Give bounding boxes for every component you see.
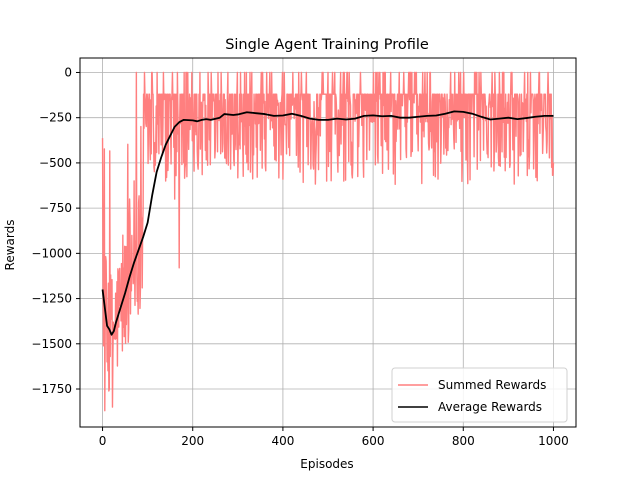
summed-rewards-line: [101, 71, 555, 412]
average-rewards-line: [101, 110, 554, 336]
x-tick-label-3: 600: [362, 434, 385, 448]
y-tick-label-0: 0: [64, 65, 72, 79]
legend: Summed Rewards Average Rewards: [391, 367, 568, 423]
x-tick-label-4: 800: [452, 434, 475, 448]
axes: 0 200 400 600 800 1000 0 −250 −500 −750 −1000 −1250…: [31, 57, 577, 448]
y-tick-label-7: −1750: [31, 382, 72, 396]
chart-title: Single Agent Training Profile: [225, 37, 429, 53]
y-tick-label-6: −1500: [31, 337, 72, 351]
x-tick-label-1: 200: [181, 434, 204, 448]
x-axis-title: Episodes: [300, 457, 353, 471]
plot-frame: [79, 57, 577, 428]
legend-frame: [391, 367, 568, 423]
y-tick-label-2: −500: [39, 156, 72, 170]
y-tick-label-3: −750: [39, 201, 72, 215]
y-axis-title: Rewards: [3, 220, 17, 271]
y-tick-label-1: −250: [39, 111, 72, 125]
legend-label-summed-rewards: Summed Rewards: [438, 378, 546, 392]
x-tick-label-5: 1000: [538, 434, 569, 448]
plot-area: [101, 71, 555, 412]
legend-label-average-rewards: Average Rewards: [438, 400, 542, 414]
x-tick-label-2: 400: [271, 434, 294, 448]
y-tick-label-4: −1000: [31, 246, 72, 260]
y-tick-label-5: −1250: [31, 292, 72, 306]
x-tick-label-0: 0: [99, 434, 107, 448]
